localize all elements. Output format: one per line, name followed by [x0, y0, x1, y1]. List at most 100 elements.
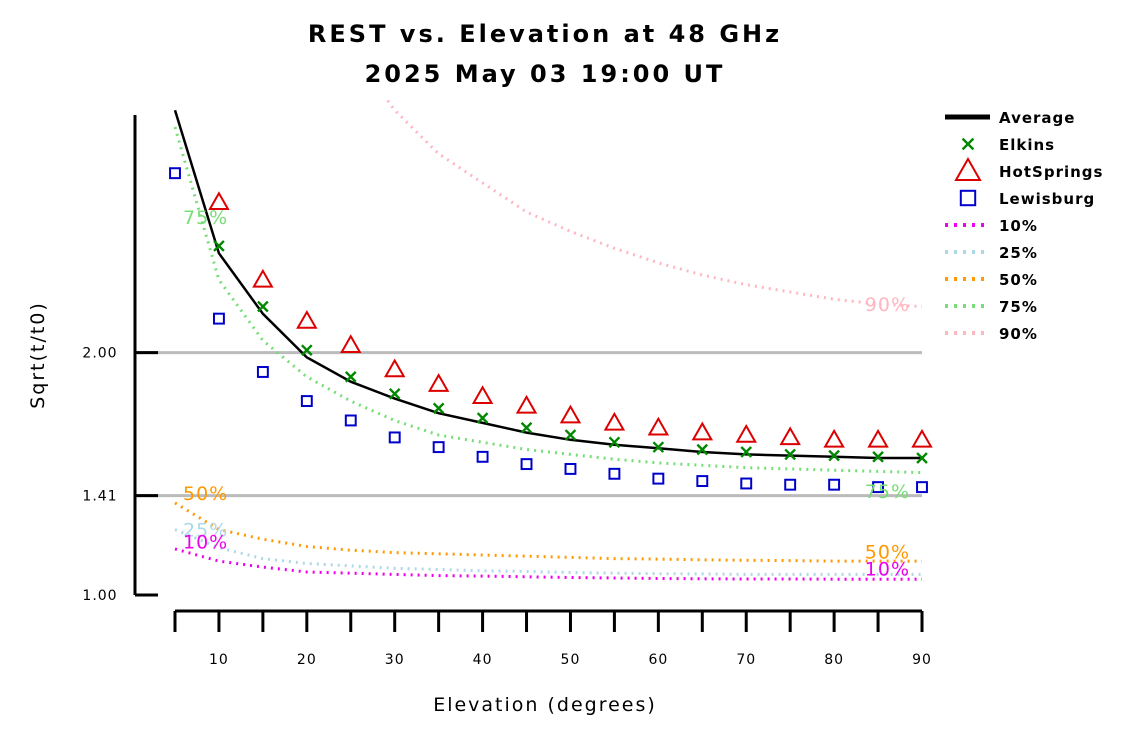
y-tick-label: 1.41 — [82, 489, 117, 505]
x-tick-label: 10 — [209, 652, 229, 668]
data-point-lewisburg — [432, 441, 445, 454]
x-stroke — [696, 443, 709, 456]
data-point-lewisburg — [256, 366, 269, 378]
series-line-10pct — [174, 547, 922, 581]
x-stroke — [301, 344, 313, 356]
data-point-lewisburg — [872, 481, 885, 494]
data-point-lewisburg — [344, 414, 357, 427]
legend-swatch — [954, 156, 982, 181]
data-point-hotsprings — [383, 358, 406, 378]
x-stroke — [432, 402, 445, 415]
percentile-label: 10% — [865, 558, 910, 580]
data-point-elkins — [608, 436, 621, 449]
chart-subtitle: 2025 May 03 19:00 UT — [365, 60, 726, 88]
data-point-hotsprings — [252, 268, 274, 288]
data-point-elkins — [388, 387, 401, 400]
data-point-hotsprings — [515, 394, 538, 414]
legend-item-lewisburg: Lewisburg — [959, 189, 1095, 208]
legend-swatch — [961, 137, 975, 151]
data-point-lewisburg — [520, 458, 533, 471]
legend-item-elkins: Elkins — [961, 136, 1055, 154]
x-axis-label: Elevation (degrees) — [433, 694, 657, 716]
data-point-lewisburg — [300, 395, 313, 408]
x-stroke — [916, 452, 928, 464]
x-axis: 10 20 30 40 50 60 70 80 90 — [173, 609, 932, 668]
legend-item-50pct: 50% — [945, 271, 1038, 289]
series-line-25pct — [174, 528, 922, 576]
percentile-label: 75% — [183, 207, 228, 229]
data-point-lewisburg — [784, 478, 797, 491]
x-tick-label: 30 — [385, 652, 405, 668]
data-point-lewisburg — [696, 475, 709, 488]
data-point-hotsprings — [691, 421, 714, 441]
x-tick-label: 80 — [824, 652, 844, 668]
legend-item-hotsprings: HotSprings — [954, 156, 1103, 181]
y-axis: 1.00 1.41 2.00 — [82, 115, 158, 604]
series-line-50pct — [174, 501, 922, 563]
percentile-label: 10% — [183, 532, 228, 554]
data-point-lewisburg — [169, 167, 181, 180]
chart-title: REST vs. Elevation at 48 GHz — [308, 20, 782, 48]
data-point-hotsprings — [779, 426, 801, 446]
legend-label: Elkins — [999, 136, 1055, 154]
data-point-hotsprings — [296, 310, 318, 329]
x-stroke — [564, 429, 577, 441]
x-stroke — [344, 371, 357, 383]
percentile-label: 25% — [183, 520, 228, 542]
legend-label: 75% — [999, 298, 1038, 316]
data-point-hotsprings — [867, 428, 889, 448]
data-point-lewisburg — [212, 312, 225, 325]
legend-label: 50% — [999, 271, 1038, 289]
legend-item-average: Average — [945, 109, 1074, 127]
legend-label: Lewisburg — [999, 190, 1095, 208]
percentile-label: 90% — [865, 294, 910, 316]
reference-lines — [137, 351, 922, 498]
percentile-label: 75% — [865, 481, 910, 503]
data-point-elkins — [301, 344, 313, 356]
data-point-lewisburg — [608, 467, 621, 480]
y-tick-label: 1.00 — [82, 588, 117, 604]
data-point-lewisburg — [740, 477, 753, 490]
data-point-lewisburg — [388, 431, 401, 444]
series-layer — [169, 100, 933, 581]
data-point-hotsprings — [340, 334, 362, 354]
data-point-lewisburg — [564, 462, 577, 475]
data-point-elkins — [344, 371, 357, 383]
data-point-elkins — [257, 300, 269, 313]
data-point-hotsprings — [208, 191, 230, 211]
legend-item-90pct: 90% — [945, 325, 1037, 343]
data-point-hotsprings — [471, 385, 494, 404]
y-tick-label: 2.00 — [82, 346, 117, 362]
data-point-elkins — [564, 429, 577, 441]
data-point-elkins — [916, 452, 928, 464]
data-point-hotsprings — [647, 416, 670, 436]
x-stroke — [740, 446, 753, 458]
data-point-elkins — [213, 240, 225, 252]
x-tick-label: 70 — [736, 652, 756, 668]
data-point-hotsprings — [427, 373, 450, 392]
percentile-label: 50% — [865, 541, 910, 563]
legend: Average Elkins HotSprings Lewisburg 10% 25% 50… — [945, 109, 1103, 343]
legend-item-75pct: 75% — [945, 298, 1038, 316]
x-stroke — [784, 448, 796, 461]
data-point-elkins — [652, 441, 665, 453]
data-point-elkins — [740, 446, 753, 458]
x-tick-label: 20 — [297, 652, 317, 668]
x-tick-label: 90 — [912, 652, 932, 668]
data-point-hotsprings — [911, 428, 933, 448]
data-point-hotsprings — [823, 428, 845, 448]
series-line-average — [173, 109, 922, 460]
x-tick-label: 60 — [648, 652, 668, 668]
x-stroke — [652, 441, 665, 453]
legend-label: HotSprings — [999, 163, 1103, 181]
data-point-elkins — [828, 449, 840, 462]
data-point-elkins — [476, 412, 489, 424]
x-stroke — [388, 387, 401, 400]
data-point-elkins — [696, 443, 709, 456]
x-stroke — [961, 137, 975, 151]
data-point-elkins — [784, 448, 796, 461]
data-point-hotsprings — [603, 411, 626, 431]
legend-swatch — [959, 189, 977, 207]
legend-label: 10% — [999, 217, 1038, 235]
